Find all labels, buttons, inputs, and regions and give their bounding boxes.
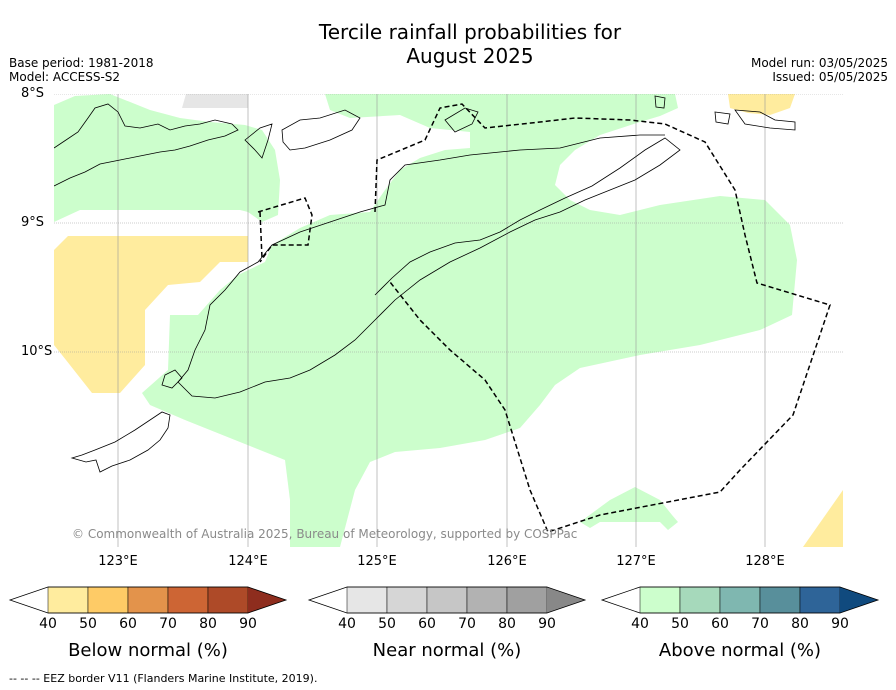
colorbar-above-segment bbox=[799, 586, 841, 614]
colorbar-near-segment bbox=[426, 586, 468, 614]
above-normal-region-south bbox=[580, 487, 678, 530]
colorbar-above-segment bbox=[719, 586, 761, 614]
lon-label-125e: 125°E bbox=[357, 554, 397, 569]
colorbar-near-segment bbox=[466, 586, 508, 614]
colorbar-title-near: Near normal (%) bbox=[372, 640, 522, 661]
lat-label-9s: 9°S bbox=[21, 215, 45, 230]
lon-label-123e: 123°E bbox=[98, 554, 138, 569]
colorbar-below-segment bbox=[167, 586, 209, 614]
colorbar-near-tick-label: 50 bbox=[378, 616, 396, 632]
colorbar-title-below: Below normal (%) bbox=[68, 640, 228, 661]
below-normal-region-southeast bbox=[803, 490, 843, 547]
below-normal-region-west bbox=[54, 236, 248, 393]
colorbar-above-over-arrow bbox=[840, 587, 878, 613]
model-run-text: Model run: 03/05/2025 bbox=[750, 56, 888, 70]
colorbar-near-segment bbox=[506, 586, 548, 614]
colorbar-near-segment bbox=[386, 586, 428, 614]
colorbar-below-tick-label: 80 bbox=[199, 616, 217, 632]
lat-label-8s: 8°S bbox=[21, 86, 45, 101]
coastline-small-island-2 bbox=[714, 111, 731, 125]
colorbar-near-tick-label: 40 bbox=[338, 616, 356, 632]
coastline-small-island-1 bbox=[654, 95, 666, 109]
lon-label-128e: 128°E bbox=[745, 554, 785, 569]
colorbar-above-tick-label: 80 bbox=[791, 616, 809, 632]
colorbar-below-segment bbox=[87, 586, 129, 614]
near-normal-region bbox=[182, 94, 248, 108]
coastline-timor bbox=[177, 134, 681, 399]
colorbar-above-tick-label: 50 bbox=[671, 616, 689, 632]
colorbar-near-over-arrow bbox=[547, 587, 585, 613]
above-normal-region-main bbox=[142, 94, 797, 547]
lon-label-126e: 126°E bbox=[487, 554, 527, 569]
colorbar-below-tick-label: 50 bbox=[79, 616, 97, 632]
colorbar-near-tick-label: 80 bbox=[498, 616, 516, 632]
colorbar-below-segment bbox=[127, 586, 169, 614]
meta-right: Model run: 03/05/2025 Issued: 05/05/2025 bbox=[751, 56, 888, 84]
colorbar-below-segment bbox=[207, 586, 249, 614]
meta-left: Base period: 1981-2018 Model: ACCESS-S2 bbox=[9, 56, 154, 84]
colorbar-near-outline bbox=[307, 586, 587, 614]
lat-label-10s: 10°S bbox=[21, 344, 53, 359]
title-line-1: Tercile rainfall probabilities for bbox=[318, 20, 622, 44]
colorbar-below-under-arrow bbox=[10, 587, 48, 613]
colorbar-above-segment bbox=[679, 586, 721, 614]
colorbar-near-tick-label: 90 bbox=[538, 616, 556, 632]
colorbar-above-normal bbox=[600, 586, 880, 614]
eez-footnote: -- -- -- EEZ border V11 (Flanders Marine… bbox=[9, 672, 318, 685]
colorbar-near-segment bbox=[346, 586, 388, 614]
coastlines bbox=[54, 95, 796, 473]
title-line-2: August 2025 bbox=[406, 44, 534, 68]
colorbar-below-normal bbox=[8, 586, 288, 614]
lon-label-124e: 124°E bbox=[228, 554, 268, 569]
colorbar-above-tick-label: 40 bbox=[631, 616, 649, 632]
colorbar-above-tick-label: 90 bbox=[831, 616, 849, 632]
model-text: Model: ACCESS-S2 bbox=[9, 70, 121, 84]
map-title: Tercile rainfall probabilities for Augus… bbox=[0, 20, 896, 68]
eez-border bbox=[257, 103, 831, 533]
colorbar-near-normal bbox=[307, 586, 587, 614]
colorbar-above-segment bbox=[639, 586, 681, 614]
colorbar-above-tick-label: 60 bbox=[711, 616, 729, 632]
colorbar-below-tick-label: 70 bbox=[159, 616, 177, 632]
colorbar-below-segment bbox=[47, 586, 89, 614]
colorbar-below-over-arrow bbox=[248, 587, 286, 613]
eez-border-line bbox=[257, 103, 831, 533]
coastline-sumba bbox=[70, 411, 171, 473]
colorbar-below-outline bbox=[8, 586, 288, 614]
colorbar-below-tick-label: 90 bbox=[239, 616, 257, 632]
colorbar-below-tick-label: 40 bbox=[39, 616, 57, 632]
lon-label-127e: 127°E bbox=[616, 554, 656, 569]
colorbar-above-under-arrow bbox=[602, 587, 640, 613]
colorbar-above-segment bbox=[759, 586, 801, 614]
colorbar-near-under-arrow bbox=[309, 587, 347, 613]
coastline-flores bbox=[54, 103, 239, 187]
colorbar-above-tick-label: 70 bbox=[751, 616, 769, 632]
coastline-alor bbox=[281, 109, 361, 151]
copyright-notice: © Commonwealth of Australia 2025, Bureau… bbox=[72, 527, 578, 541]
below-normal-region-northeast bbox=[728, 94, 795, 115]
colorbar-near-tick-label: 70 bbox=[458, 616, 476, 632]
colorbar-title-above: Above normal (%) bbox=[658, 640, 822, 661]
colorbar-near-tick-label: 60 bbox=[418, 616, 436, 632]
coastline-small-island-3 bbox=[734, 109, 796, 131]
base-period-text: Base period: 1981-2018 bbox=[9, 56, 154, 70]
issued-text: Issued: 05/05/2025 bbox=[772, 70, 888, 84]
coastline-flores-east bbox=[244, 123, 273, 159]
above-normal-region-west bbox=[54, 94, 280, 222]
colorbar-below-tick-label: 60 bbox=[119, 616, 137, 632]
coastline-rote bbox=[161, 369, 183, 389]
colorbar-above-outline bbox=[600, 586, 880, 614]
colorbars bbox=[8, 586, 880, 614]
